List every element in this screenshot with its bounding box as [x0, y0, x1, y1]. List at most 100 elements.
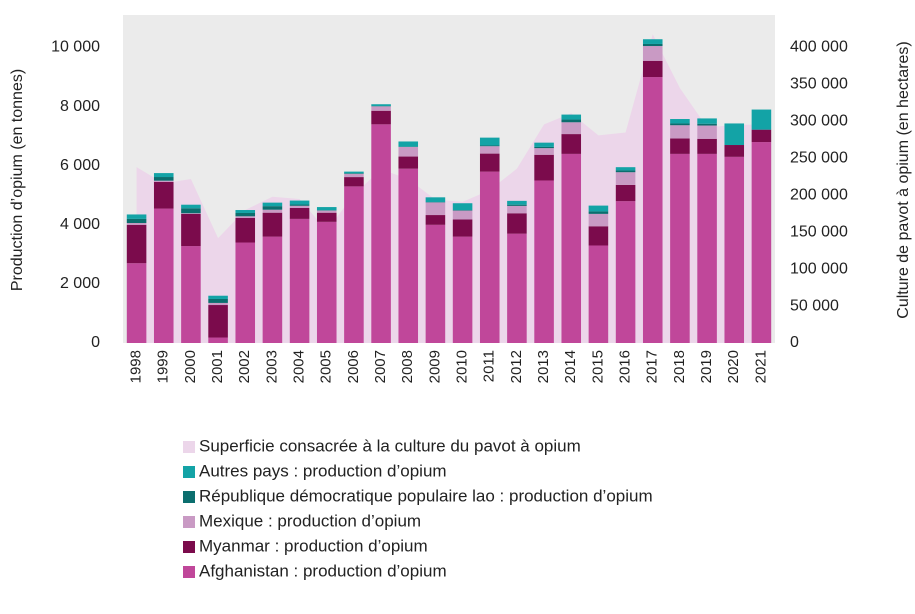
bar-segment [453, 210, 473, 211]
bar-segment [616, 185, 636, 201]
x-tick-label: 2007 [372, 350, 389, 383]
bar-segment [453, 237, 473, 343]
bar-segment [480, 154, 500, 172]
bar-segment [154, 173, 174, 177]
legend-swatch [183, 516, 195, 528]
bar-segment [453, 203, 473, 210]
bar-segment [752, 130, 772, 142]
bar-segment [616, 167, 636, 170]
x-tick-label: 2013 [535, 350, 552, 383]
x-tick-label: 2001 [209, 350, 226, 383]
bar-segment [724, 145, 744, 157]
y-tick-label: 8 000 [60, 98, 100, 115]
bar-segment [616, 201, 636, 343]
x-tick-label: 2006 [345, 350, 362, 383]
y2-tick-label: 350 000 [790, 76, 848, 93]
bar-segment [724, 157, 744, 343]
y2-tick-label: 250 000 [790, 150, 848, 167]
legend-swatch [183, 491, 195, 503]
bar-segment [670, 119, 690, 123]
bar-segment [398, 169, 418, 343]
bar-segment [426, 225, 446, 343]
bar-segment [561, 134, 581, 154]
bar-segment [154, 177, 174, 181]
bar-segment [643, 44, 663, 46]
x-tick-label: 2005 [318, 350, 335, 383]
bar-segment [290, 219, 310, 343]
x-tick-label: 2017 [644, 350, 661, 383]
bar-segment [371, 111, 391, 125]
bar-segment [561, 120, 581, 123]
legend-label: Mexique : production d’opium [199, 511, 421, 530]
legend-swatch [183, 566, 195, 578]
bar-segment [208, 296, 228, 299]
bar-segment [561, 154, 581, 343]
bar-segment [561, 115, 581, 120]
bar-segment [371, 106, 391, 110]
x-tick-label: 2011 [481, 350, 498, 382]
bar-segment [643, 39, 663, 44]
bar-segment [426, 202, 446, 215]
y2-tick-label: 100 000 [790, 260, 848, 277]
bar-segment [697, 124, 717, 126]
x-tick-label: 2003 [263, 350, 280, 383]
bar-segment [643, 46, 663, 61]
bar-segment [724, 123, 744, 145]
bar-segment [127, 225, 147, 263]
bar-segment [534, 147, 554, 148]
bar-segment [534, 155, 554, 181]
bar-segment [697, 126, 717, 139]
bar-segment [317, 207, 337, 210]
legend-label: Superficie consacrée à la culture du pav… [199, 436, 581, 455]
legend-label: Myanmar : production d’opium [199, 536, 428, 555]
y2-tick-label: 200 000 [790, 186, 848, 203]
bar-segment [235, 216, 255, 218]
bar-segment [480, 138, 500, 146]
bar-segment [752, 142, 772, 343]
y-tick-label: 6 000 [60, 157, 100, 174]
bar-segment [181, 246, 201, 343]
bar-segment [507, 213, 527, 233]
bar-segment [127, 223, 147, 225]
bar-segment [154, 181, 174, 182]
y-tick-label: 4 000 [60, 216, 100, 233]
bar-segment [589, 226, 609, 245]
bar-segment [398, 141, 418, 146]
bar-segment [616, 172, 636, 185]
x-tick-label: 2008 [399, 350, 416, 383]
x-tick-label: 2020 [725, 350, 742, 383]
x-tick-label: 2010 [454, 350, 471, 383]
bar-segment [208, 338, 228, 343]
x-tick-label: 2014 [562, 350, 579, 383]
y2-tick-label: 400 000 [790, 39, 848, 56]
bar-segment [507, 234, 527, 343]
x-tick-label: 2021 [752, 350, 769, 383]
bar-segment [208, 303, 228, 305]
bar-segment [344, 174, 364, 177]
x-tick-label: 1998 [128, 350, 145, 383]
x-tick-label: 2015 [589, 350, 606, 383]
bar-segment [534, 180, 554, 343]
bar-segment [752, 110, 772, 130]
bar-segment [589, 245, 609, 343]
bar-segment [507, 205, 527, 206]
bar-segment [670, 139, 690, 154]
bar-segment [235, 218, 255, 243]
bar-segment [290, 205, 310, 206]
bar-segment [127, 219, 147, 223]
bar-segment [181, 214, 201, 246]
y-tick-label: 0 [91, 334, 100, 351]
x-tick-label: 2012 [508, 350, 525, 383]
bar-segment [181, 208, 201, 213]
x-tick-label: 2009 [426, 350, 443, 383]
bar-segment [589, 206, 609, 212]
bar-segment [616, 170, 636, 172]
bar-segment [235, 213, 255, 216]
bar-segment [181, 205, 201, 209]
bar-segment [127, 263, 147, 343]
bar-segment [670, 123, 690, 125]
bar-segment [670, 154, 690, 343]
bar-segment [507, 206, 527, 213]
bar-segment [697, 154, 717, 343]
